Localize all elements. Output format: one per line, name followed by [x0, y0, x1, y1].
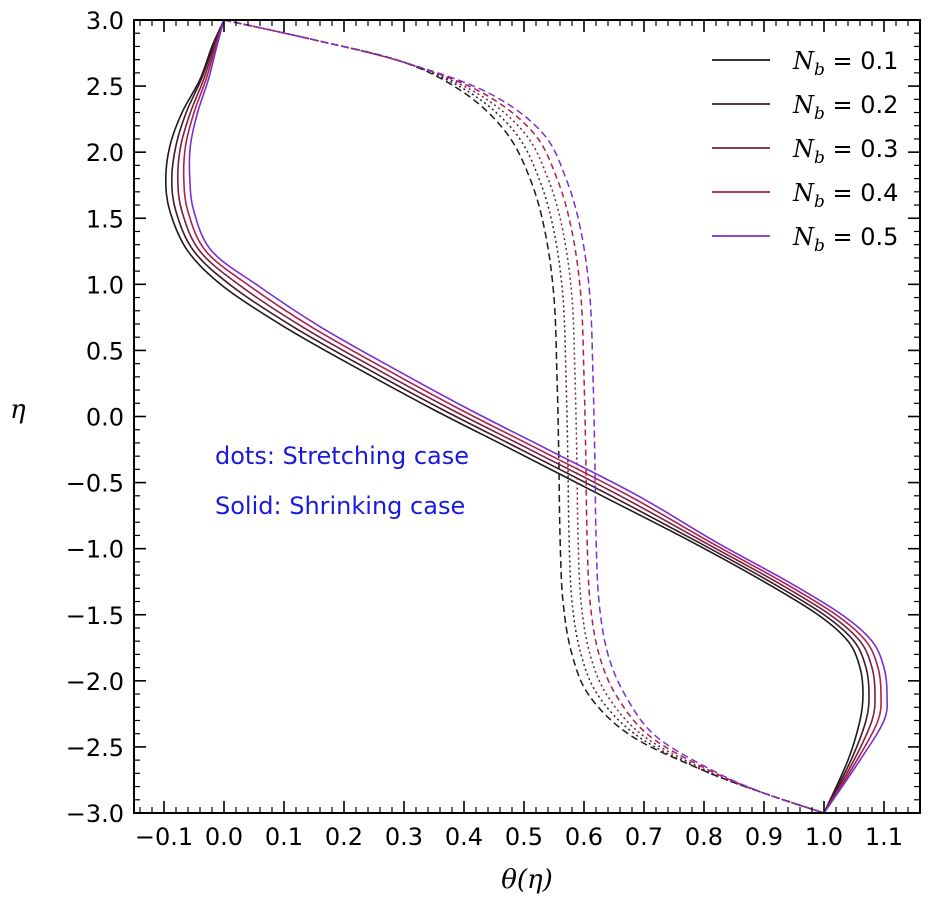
- x-tick-label: 0.6: [565, 823, 603, 851]
- y-tick-label: 0.5: [86, 337, 124, 365]
- plot-frame: [133, 19, 921, 814]
- series-stretching-nb-0-1: [223, 19, 825, 814]
- x-tick-label: 0.7: [625, 823, 663, 851]
- series-layer: [164, 19, 889, 814]
- legend-label: Nb = 0.1: [792, 47, 898, 80]
- x-tick-label: 0.3: [385, 823, 423, 851]
- y-tick-label: 0.0: [86, 404, 124, 432]
- x-tick-label: 0.1: [265, 823, 303, 851]
- annotation-shrinking: Solid: Shrinking case: [215, 492, 465, 520]
- x-tick-label: −0.1: [135, 823, 193, 851]
- x-tick-label: 0.4: [445, 823, 483, 851]
- y-tick-label: 1.0: [86, 271, 124, 299]
- y-axis-label: η: [10, 395, 26, 425]
- series-shrinking-nb-0-5: [188, 19, 889, 814]
- y-tick-label: 2.5: [86, 73, 124, 101]
- ticks-layer: −0.1 0.0 0.1 0.2 0.3 0.4 0.5 0.6 0.7 0.8 0.9 1.0 1.1…: [66, 7, 920, 851]
- legend-label: Nb = 0.3: [792, 135, 898, 168]
- x-tick-label: 0.5: [505, 823, 543, 851]
- x-tick-label: 0.2: [325, 823, 363, 851]
- series-shrinking-nb-0-3: [176, 19, 876, 814]
- series-shrinking-nb-0-4: [182, 19, 882, 814]
- legend-label: Nb = 0.4: [792, 179, 898, 212]
- y-tick-label: −1.0: [66, 536, 124, 564]
- y-tick-label: −3.0: [66, 800, 124, 828]
- annotation-stretching: dots: Stretching case: [215, 442, 469, 470]
- y-tick-label: 1.5: [86, 205, 124, 233]
- x-tick-label: 0.8: [685, 823, 723, 851]
- y-tick-label: 2.0: [86, 139, 124, 167]
- series-shrinking-nb-0-1: [164, 19, 864, 814]
- y-tick-label: −2.5: [66, 734, 124, 762]
- x-tick-label: 0.0: [205, 823, 243, 851]
- series-shrinking-nb-0-2: [170, 19, 870, 814]
- legend-label: Nb = 0.5: [792, 223, 898, 256]
- legend-label: Nb = 0.2: [792, 91, 898, 124]
- x-axis-label: θ(η): [501, 865, 553, 895]
- series-stretching-nb-0-5: [223, 19, 825, 814]
- series-stretching-nb-0-3: [223, 19, 825, 814]
- y-tick-label: 3.0: [86, 7, 124, 35]
- x-tick-label: 1.0: [805, 823, 843, 851]
- y-tick-label: −1.5: [66, 602, 124, 630]
- series-stretching-nb-0-4: [223, 19, 825, 814]
- y-tick-label: −2.0: [66, 668, 124, 696]
- x-tick-label: 0.9: [745, 823, 783, 851]
- y-tick-label: −0.5: [66, 470, 124, 498]
- legend: Nb = 0.1 Nb = 0.2 Nb = 0.3 Nb = 0.4 Nb = 0.5: [712, 47, 898, 256]
- x-tick-label: 1.1: [865, 823, 903, 851]
